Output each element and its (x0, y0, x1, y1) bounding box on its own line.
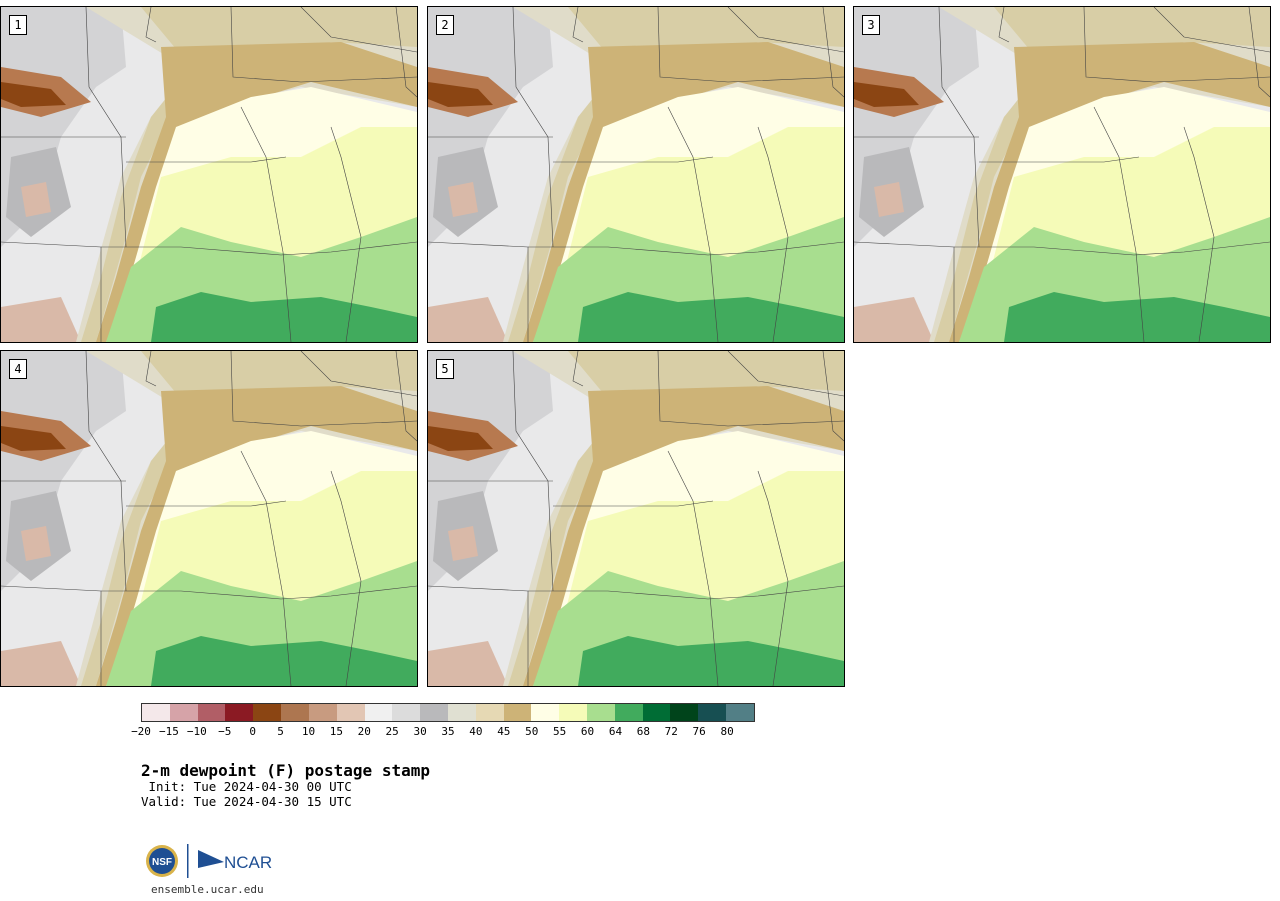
colorbar-ticks: −20 −15 −10 −5 0 5 10 15 20 25 30 35 40 45 50 55 60 64 68 7… (131, 725, 755, 739)
dewpoint-map (854, 7, 1270, 342)
colorbar-swatch (225, 704, 254, 721)
colorbar-tick-label: 20 (357, 725, 371, 738)
dewpoint-map (428, 7, 844, 342)
colorbar-swatch (364, 704, 393, 721)
panel-label: 4 (9, 359, 27, 379)
init-time: Init: Tue 2024-04-30 00 UTC (141, 779, 352, 794)
nsf-logo: NSF (146, 845, 178, 877)
logos: NSF NCAR (146, 844, 272, 878)
colorbar-tick-label: −5 (218, 725, 232, 738)
colorbar-tick-label: 5 (277, 725, 284, 738)
panel-label: 1 (9, 15, 27, 35)
colorbar-tick-label: 76 (692, 725, 706, 738)
panel-label: 2 (436, 15, 454, 35)
colorbar-swatch (169, 704, 198, 721)
colorbar-tick-label: −20 (131, 725, 151, 738)
colorbar-tick-label: 45 (497, 725, 511, 738)
nsf-logo-text: NSF (152, 857, 172, 868)
colorbar-swatch (503, 704, 532, 721)
colorbar: −20 −15 −10 −5 0 5 10 15 20 25 30 35 40 45 50 55 60 64 68 7… (131, 703, 755, 738)
colorbar-swatch (531, 704, 560, 721)
colorbar-swatch (475, 704, 504, 721)
dewpoint-map (428, 351, 844, 686)
colorbar-swatch (336, 704, 365, 721)
colorbar-tick-label: 15 (329, 725, 343, 738)
colorbar-swatch (308, 704, 337, 721)
colorbar-tick-label: 72 (664, 725, 678, 738)
colorbar-tick-label: 35 (441, 725, 455, 738)
valid-time: Valid: Tue 2024-04-30 15 UTC (141, 794, 352, 809)
colorbar-swatch (698, 704, 727, 721)
map-panel-2: 2 (427, 6, 845, 343)
panel-label: 3 (862, 15, 880, 35)
colorbar-tick-label: 68 (636, 725, 650, 738)
colorbar-tick-label: 40 (469, 725, 483, 738)
colorbar-tick-label: 64 (608, 725, 623, 738)
plot-title: 2-m dewpoint (F) postage stamp (141, 761, 430, 780)
map-panel-5: 5 (427, 350, 845, 687)
colorbar-tick-label: 0 (249, 725, 256, 738)
colorbar-tick-label: 30 (413, 725, 427, 738)
colorbar-tick-label: 80 (720, 725, 734, 738)
colorbar-swatch (447, 704, 476, 721)
colorbar-tick-label: 60 (580, 725, 595, 738)
site-url: ensemble.ucar.edu (151, 883, 264, 896)
panel-label: 5 (436, 359, 454, 379)
colorbar-swatch (642, 704, 671, 721)
colorbar-swatch (281, 704, 309, 721)
ncar-logo: NCAR (198, 850, 272, 872)
colorbar-swatches (141, 703, 755, 722)
colorbar-tick-label: 10 (301, 725, 316, 738)
colorbar-swatch (142, 704, 170, 721)
colorbar-swatch (726, 704, 754, 721)
colorbar-swatch (614, 704, 643, 721)
colorbar-tick-label: 25 (385, 725, 399, 738)
colorbar-tick-label: −15 (158, 725, 179, 738)
dewpoint-map (1, 7, 417, 342)
colorbar-swatch (559, 704, 587, 721)
colorbar-swatch (587, 704, 615, 721)
colorbar-tick-label: 55 (553, 725, 567, 738)
dewpoint-map (1, 351, 417, 686)
colorbar-tick-label: 50 (525, 725, 539, 738)
map-panel-3: 3 (853, 6, 1271, 343)
map-panel-1: 1 (0, 6, 418, 343)
map-panel-4: 4 (0, 350, 418, 687)
colorbar-swatch (197, 704, 226, 721)
colorbar-tick-label: −10 (186, 725, 207, 738)
colorbar-swatch (420, 704, 448, 721)
ncar-logo-text: NCAR (224, 853, 272, 872)
colorbar-swatch (253, 704, 282, 721)
colorbar-swatch (670, 704, 699, 721)
colorbar-swatch (392, 704, 421, 721)
